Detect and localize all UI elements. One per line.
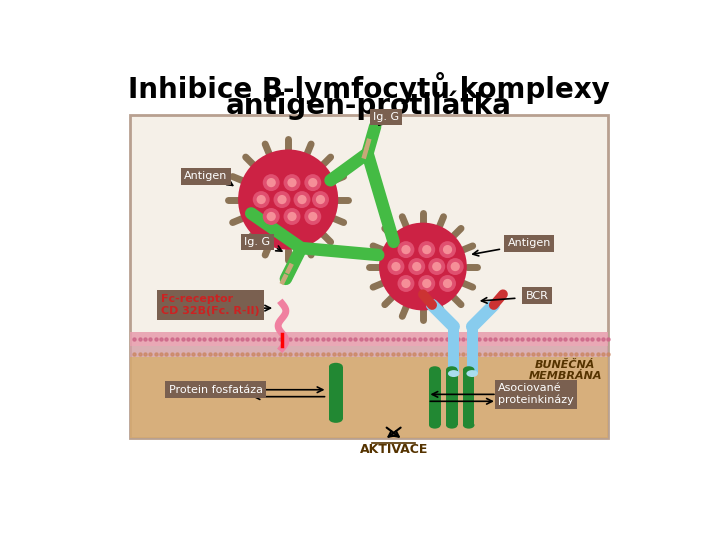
Circle shape	[412, 262, 421, 271]
Circle shape	[253, 191, 270, 208]
Ellipse shape	[446, 366, 457, 373]
Text: Asociované
proteinkinázy: Asociované proteinkinázy	[498, 383, 574, 406]
Circle shape	[294, 191, 310, 208]
Text: Fc-receptor
CD 32B(Fc. R-II): Fc-receptor CD 32B(Fc. R-II)	[161, 294, 260, 316]
Ellipse shape	[467, 370, 478, 377]
Circle shape	[284, 208, 300, 225]
Circle shape	[287, 178, 297, 187]
Circle shape	[443, 279, 452, 288]
Text: Antigen: Antigen	[508, 239, 551, 248]
Circle shape	[379, 222, 467, 310]
Circle shape	[428, 258, 445, 275]
Bar	[429, 370, 441, 425]
Circle shape	[387, 258, 405, 275]
Circle shape	[297, 195, 307, 204]
Circle shape	[422, 279, 431, 288]
Circle shape	[316, 195, 325, 204]
Bar	[467, 327, 478, 373]
Circle shape	[274, 191, 290, 208]
Circle shape	[263, 174, 279, 191]
Circle shape	[401, 279, 410, 288]
Text: Ig. G: Ig. G	[244, 237, 271, 247]
Ellipse shape	[329, 363, 343, 370]
Circle shape	[447, 258, 464, 275]
Circle shape	[305, 208, 321, 225]
Circle shape	[284, 174, 300, 191]
Bar	[130, 346, 608, 356]
Circle shape	[439, 241, 456, 258]
Text: BCR: BCR	[526, 291, 549, 301]
Circle shape	[256, 195, 266, 204]
Bar	[361, 147, 369, 159]
Circle shape	[418, 241, 435, 258]
Ellipse shape	[463, 366, 474, 373]
Text: AKTIVACE: AKTIVACE	[359, 443, 428, 456]
Ellipse shape	[429, 366, 441, 373]
Bar	[448, 327, 459, 373]
Bar	[329, 367, 343, 419]
Bar	[279, 273, 289, 285]
Ellipse shape	[463, 422, 474, 429]
Circle shape	[305, 174, 321, 191]
Circle shape	[439, 275, 456, 292]
Circle shape	[397, 241, 415, 258]
Text: BUNĚČNÁ
MEMBRÁNA: BUNĚČNÁ MEMBRÁNA	[528, 360, 602, 381]
Bar	[130, 332, 608, 346]
Bar	[130, 115, 608, 438]
Bar	[446, 370, 457, 425]
Bar	[285, 262, 294, 274]
Circle shape	[451, 262, 460, 271]
Ellipse shape	[446, 422, 457, 429]
Ellipse shape	[448, 370, 459, 377]
Circle shape	[277, 195, 287, 204]
Circle shape	[266, 178, 276, 187]
Circle shape	[418, 275, 435, 292]
Circle shape	[308, 212, 318, 221]
Circle shape	[397, 275, 415, 292]
Ellipse shape	[429, 422, 441, 429]
Circle shape	[422, 245, 431, 254]
Circle shape	[432, 262, 441, 271]
Circle shape	[308, 178, 318, 187]
Circle shape	[312, 191, 329, 208]
Circle shape	[287, 212, 297, 221]
Circle shape	[408, 258, 426, 275]
Text: Inhibice B-lymfocytů komplexy: Inhibice B-lymfocytů komplexy	[128, 72, 610, 104]
Bar	[130, 356, 608, 438]
Text: antigen-protilátka: antigen-protilátka	[226, 90, 512, 119]
Ellipse shape	[329, 415, 343, 423]
Circle shape	[392, 262, 400, 271]
Circle shape	[266, 212, 276, 221]
Bar	[463, 370, 474, 425]
Circle shape	[443, 245, 452, 254]
Text: Antigen: Antigen	[184, 172, 228, 181]
Circle shape	[238, 150, 338, 249]
Text: Protein fosfatáza: Protein fosfatáza	[168, 384, 263, 395]
Bar	[364, 138, 372, 150]
Text: Ig. G: Ig. G	[373, 112, 399, 122]
Circle shape	[263, 208, 279, 225]
Circle shape	[401, 245, 410, 254]
